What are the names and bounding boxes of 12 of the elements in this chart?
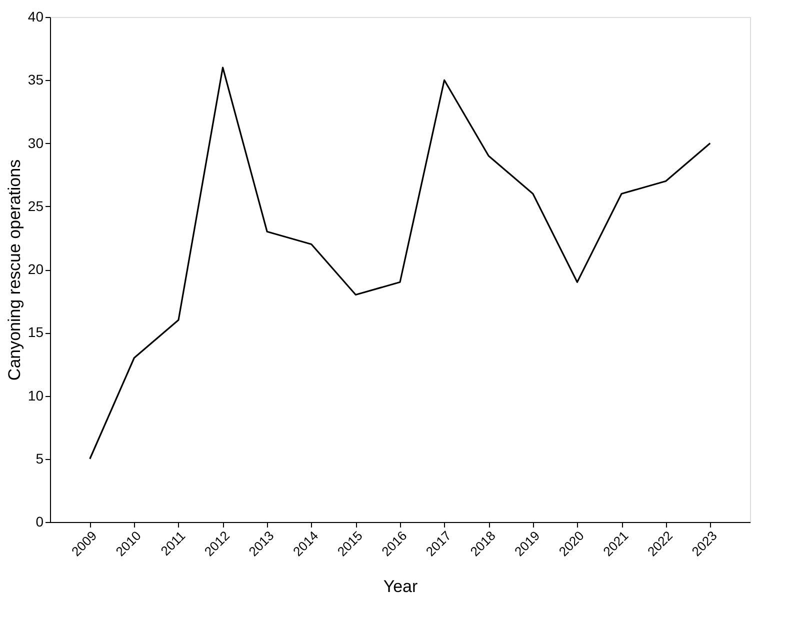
x-axis-title: Year bbox=[383, 577, 418, 596]
y-tick-label: 5 bbox=[36, 450, 44, 466]
y-tick-label: 40 bbox=[28, 8, 44, 24]
y-tick-label: 0 bbox=[36, 514, 44, 530]
y-tick-label: 35 bbox=[28, 72, 44, 88]
y-axis-title: Canyoning rescue operations bbox=[4, 159, 24, 381]
line-series bbox=[89, 66, 711, 460]
y-tick-label: 15 bbox=[28, 324, 44, 340]
y-tick-label: 10 bbox=[28, 387, 44, 404]
y-tick-label: 30 bbox=[28, 134, 44, 151]
y-tick-label: 20 bbox=[28, 261, 44, 277]
y-tick-label: 25 bbox=[28, 198, 44, 214]
